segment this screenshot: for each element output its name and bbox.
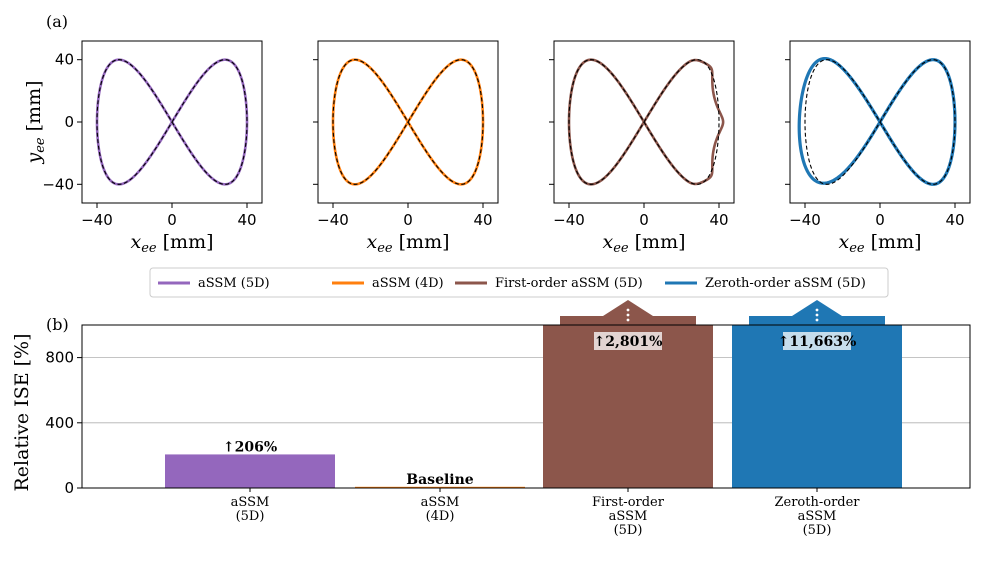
x-tick-label: −40 (789, 211, 821, 229)
subplot-3: −40 0 40 xee [mm] (549, 40, 735, 256)
panel-label-b: (b) (46, 315, 69, 334)
axes-frame (81, 324, 971, 489)
category-label: aSSM (231, 495, 270, 510)
category-label: (5D) (614, 523, 643, 538)
bar-chart-panel: ↑206%aSSM(5D)BaselineaSSM(4D)↑2,801%Firs… (11, 300, 971, 538)
x-label-unit: [mm] (157, 231, 214, 253)
y-label-sub: ee (33, 137, 48, 153)
y-tick-label: 800 (45, 349, 74, 367)
x-label-var: x (130, 231, 141, 253)
bar (165, 454, 335, 488)
x-axis-label: xee [mm] (130, 231, 213, 256)
y-tick-label: 40 (55, 51, 74, 69)
legend-frame (149, 267, 889, 298)
x-label-unit: [mm] (865, 231, 922, 253)
trajectory-line (797, 56, 957, 186)
x-tick-label: 0 (639, 211, 649, 229)
bar-1: ↑206% aSSM(5D) (165, 439, 335, 524)
x-axis-label: xee [mm] (366, 231, 449, 256)
reference-line (332, 59, 484, 185)
category-label: First-order (592, 495, 665, 510)
x-tick-label: 40 (473, 211, 492, 229)
subplot-4: −40 0 40 xee [mm] (785, 40, 971, 256)
reference-line (804, 59, 956, 185)
truncation-arrow (749, 300, 885, 325)
y-axis-label: yee [mm] (23, 80, 48, 164)
ellipsis-dot (815, 313, 819, 317)
reference-line (568, 59, 720, 185)
y-tick-label: 0 (64, 479, 74, 497)
bar-label: ↑206% (223, 439, 277, 455)
bar (732, 325, 902, 488)
y-label-unit: [mm] (23, 80, 45, 137)
label-background (594, 332, 662, 350)
x-tick-label: 40 (237, 211, 256, 229)
truncation-arrow (560, 300, 696, 325)
label-background (783, 332, 851, 350)
trajectory-line (567, 58, 725, 186)
x-label-sub: ee (377, 241, 393, 256)
ellipsis-dot (626, 318, 630, 322)
x-tick-label: 40 (709, 211, 728, 229)
x-label-unit: [mm] (629, 231, 686, 253)
y-axis-label: Relative ISE [%] (11, 334, 33, 492)
x-axis-label: xee [mm] (602, 231, 685, 256)
subplot-2: −40 0 40 xee [mm] (313, 40, 499, 256)
legend-item: Zeroth-order aSSM (5D) (665, 276, 866, 291)
x-tick-label: 0 (167, 211, 177, 229)
x-tick-label: −40 (317, 211, 349, 229)
x-tick-label: 0 (875, 211, 885, 229)
legend-label: aSSM (4D) (372, 276, 444, 291)
x-label-sub: ee (849, 241, 865, 256)
x-label-var: x (366, 231, 377, 253)
bar-label: Baseline (406, 472, 474, 488)
x-axis-label: xee [mm] (838, 231, 921, 256)
x-label-sub: ee (141, 241, 157, 256)
x-tick-label: 0 (403, 211, 413, 229)
legend-label: aSSM (5D) (198, 276, 270, 291)
category-label: aSSM (609, 509, 648, 524)
ellipsis-dot (815, 318, 819, 322)
bar (355, 486, 525, 488)
x-tick-label: 40 (945, 211, 964, 229)
category-label: Zeroth-order (774, 495, 860, 510)
category-label: (5D) (803, 523, 832, 538)
legend-item: aSSM (5D) (158, 276, 270, 291)
ellipsis-dot (815, 308, 819, 312)
x-label-unit: [mm] (393, 231, 450, 253)
bar-label: ↑2,801% (594, 334, 663, 350)
bar (543, 325, 713, 488)
x-label-var: x (838, 231, 849, 253)
bar-2: Baseline aSSM(4D) (355, 472, 525, 524)
legend-label: Zeroth-order aSSM (5D) (705, 276, 866, 291)
legend: aSSM (5D) aSSM (4D) First-order aSSM (5D) Z… (149, 267, 889, 298)
legend-item: First-order aSSM (5D) (455, 276, 643, 291)
x-tick-label: −40 (81, 211, 113, 229)
category-label: aSSM (421, 495, 460, 510)
category-label: (4D) (426, 509, 455, 524)
y-tick-label: 0 (64, 113, 74, 131)
legend-label: First-order aSSM (5D) (495, 276, 643, 291)
y-label-var: y (23, 153, 45, 165)
ellipsis-dot (626, 308, 630, 312)
bar-label: ↑11,663% (778, 334, 857, 350)
panel-label-a: (a) (46, 12, 68, 31)
reference-line (96, 59, 248, 185)
y-tick-label: 400 (45, 414, 74, 432)
x-label-sub: ee (613, 241, 629, 256)
ellipsis-dot (626, 313, 630, 317)
y-tick-label: −40 (42, 175, 74, 193)
category-label: aSSM (798, 509, 837, 524)
x-tick-label: −40 (553, 211, 585, 229)
category-label: (5D) (236, 509, 265, 524)
legend-item: aSSM (4D) (332, 276, 444, 291)
x-label-var: x (602, 231, 613, 253)
